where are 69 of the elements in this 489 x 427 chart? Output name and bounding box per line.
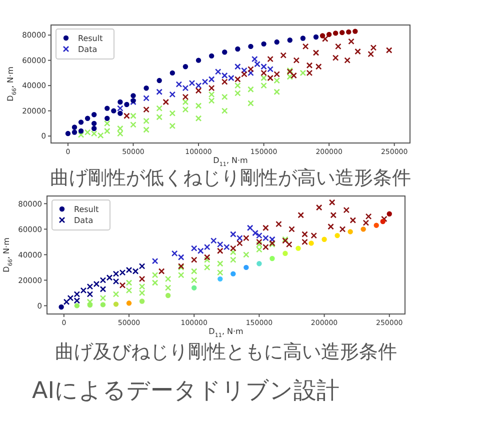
- point: [261, 41, 266, 47]
- legend-label: Data: [78, 45, 98, 54]
- legend-label: Result: [74, 205, 99, 214]
- point: [326, 32, 332, 38]
- text: 曲げ剛性が低くねじり剛性が高い造形条件: [50, 167, 411, 189]
- point: [270, 256, 275, 262]
- point: [104, 116, 110, 121]
- point: [340, 30, 345, 36]
- text: AIによるデータドリブン設計: [32, 378, 340, 404]
- point: [208, 53, 214, 59]
- point: [87, 302, 93, 308]
- point: [244, 264, 249, 270]
- point: [235, 46, 240, 52]
- point: [91, 126, 97, 132]
- point: [72, 124, 78, 130]
- point: [91, 112, 97, 118]
- point: [65, 130, 71, 136]
- point: [113, 302, 119, 307]
- x-axis-title: D$_{11}$, N·m: [213, 156, 248, 168]
- point: [196, 58, 202, 63]
- point: [78, 128, 84, 134]
- point: [84, 116, 90, 121]
- point: [192, 285, 197, 290]
- point: [308, 240, 314, 246]
- point: [346, 29, 352, 35]
- point: [130, 93, 136, 98]
- point: [165, 292, 171, 298]
- legend-label: Result: [78, 34, 103, 43]
- point: [320, 33, 326, 38]
- point: [287, 38, 292, 43]
- point: [282, 250, 288, 256]
- point: [91, 120, 97, 126]
- point: [58, 304, 64, 310]
- point: [313, 34, 319, 40]
- point: [144, 86, 149, 91]
- point: [222, 50, 228, 55]
- point: [334, 232, 340, 238]
- point: [348, 229, 353, 234]
- point: [139, 298, 145, 304]
- point: [296, 246, 301, 251]
- point: [218, 276, 223, 282]
- point: [118, 99, 123, 105]
- point: [126, 300, 132, 306]
- point: [78, 120, 84, 125]
- point: [300, 36, 306, 41]
- x-axis-title: D$_{11}$, N·m: [208, 327, 244, 339]
- point: [256, 261, 262, 266]
- point: [118, 110, 123, 116]
- point: [100, 302, 106, 308]
- point: [111, 108, 116, 114]
- point: [74, 303, 80, 308]
- point: [182, 64, 188, 70]
- point: [380, 218, 386, 224]
- point: [386, 211, 392, 216]
- point: [124, 102, 130, 108]
- point: [72, 130, 78, 135]
- point: [374, 222, 379, 228]
- point: [104, 106, 110, 111]
- legend-label: Data: [74, 216, 94, 225]
- point: [248, 44, 254, 50]
- point: [352, 28, 358, 34]
- point: [170, 70, 176, 76]
- point: [332, 30, 338, 36]
- point: [360, 226, 366, 232]
- point: [230, 271, 236, 276]
- point: [274, 39, 280, 45]
- point: [322, 236, 327, 242]
- point: [156, 78, 162, 84]
- text: 曲げ及びねじり剛性ともに高い造形条件: [55, 341, 397, 363]
